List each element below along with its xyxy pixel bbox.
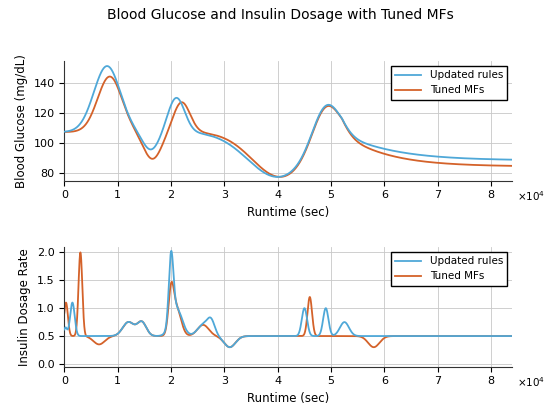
Updated rules xyxy=(330,105,337,110)
Updated rules xyxy=(142,144,149,149)
Tuned MFs xyxy=(353,333,360,339)
Tuned MFs xyxy=(330,333,337,339)
Updated rules xyxy=(104,63,110,68)
Tuned MFs xyxy=(77,250,84,255)
Line: Updated rules: Updated rules xyxy=(64,251,512,347)
Y-axis label: Blood Glucose (mg/dL): Blood Glucose (mg/dL) xyxy=(15,54,28,188)
Updated rules xyxy=(395,333,402,339)
Tuned MFs xyxy=(430,333,436,339)
Tuned MFs xyxy=(395,333,402,339)
Tuned MFs xyxy=(353,138,360,143)
Updated rules xyxy=(430,154,436,159)
Updated rules xyxy=(395,150,402,155)
Tuned MFs xyxy=(142,324,149,329)
Line: Tuned MFs: Tuned MFs xyxy=(64,76,512,177)
Updated rules xyxy=(353,333,360,338)
Tuned MFs xyxy=(106,74,113,79)
Y-axis label: Insulin Dosage Rate: Insulin Dosage Rate xyxy=(18,248,31,366)
Updated rules xyxy=(274,174,281,179)
Updated rules xyxy=(232,147,239,152)
Legend: Updated rules, Tuned MFs: Updated rules, Tuned MFs xyxy=(391,252,507,286)
Updated rules xyxy=(353,136,360,141)
Tuned MFs xyxy=(232,340,239,345)
Legend: Updated rules, Tuned MFs: Updated rules, Tuned MFs xyxy=(391,66,507,100)
Tuned MFs xyxy=(509,163,516,168)
X-axis label: Runtime (sec): Runtime (sec) xyxy=(248,206,330,219)
Updated rules xyxy=(226,345,233,350)
X-axis label: Runtime (sec): Runtime (sec) xyxy=(248,392,330,405)
Updated rules xyxy=(232,340,239,345)
Updated rules xyxy=(430,333,436,339)
Text: $\times10^4$: $\times10^4$ xyxy=(517,375,545,389)
Line: Tuned MFs: Tuned MFs xyxy=(64,252,512,347)
Line: Updated rules: Updated rules xyxy=(64,66,512,177)
Updated rules xyxy=(509,333,516,339)
Tuned MFs xyxy=(277,174,283,179)
Tuned MFs xyxy=(232,142,239,147)
Tuned MFs xyxy=(61,310,68,315)
Tuned MFs xyxy=(371,345,377,350)
Updated rules xyxy=(142,324,149,329)
Updated rules xyxy=(509,157,516,162)
Tuned MFs xyxy=(330,105,337,110)
Updated rules xyxy=(168,248,175,253)
Tuned MFs xyxy=(509,333,516,339)
Text: $\times10^4$: $\times10^4$ xyxy=(517,189,545,203)
Tuned MFs xyxy=(61,129,68,134)
Updated rules xyxy=(330,332,337,337)
Tuned MFs xyxy=(430,160,436,165)
Tuned MFs xyxy=(395,155,402,160)
Tuned MFs xyxy=(142,150,149,155)
Text: Blood Glucose and Insulin Dosage with Tuned MFs: Blood Glucose and Insulin Dosage with Tu… xyxy=(106,8,454,22)
Updated rules xyxy=(61,327,68,332)
Updated rules xyxy=(61,129,68,134)
